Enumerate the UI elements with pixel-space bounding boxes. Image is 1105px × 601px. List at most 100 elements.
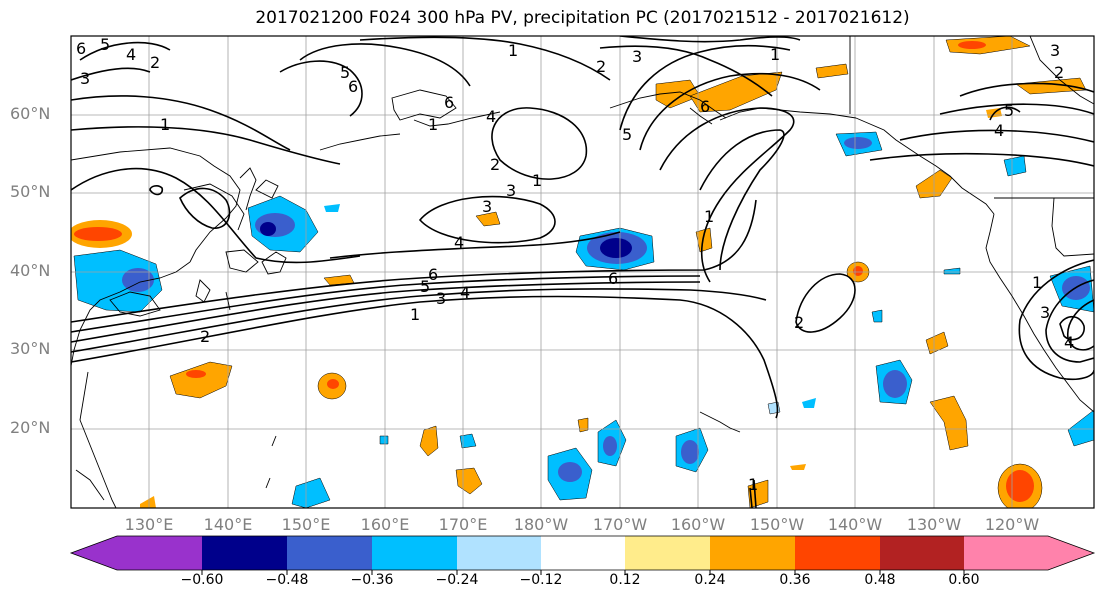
contour-label: 2 <box>596 57 606 76</box>
precip-positive-cell <box>925 331 949 355</box>
precip-positive-cell <box>475 211 501 227</box>
colorbar-tick-label: 0.60 <box>948 572 980 588</box>
precip-negative-cell <box>459 433 477 449</box>
colorbar-tick-label: −0.24 <box>435 572 479 588</box>
contour-label: 6 <box>76 39 86 58</box>
contour-label: 2 <box>1054 63 1064 82</box>
contour-label: 2 <box>490 155 500 174</box>
contour-label: 4 <box>1064 333 1074 352</box>
precip-positive-cell <box>747 479 769 508</box>
contour-label: 1 <box>410 305 420 324</box>
contour-label: 3 <box>632 47 642 66</box>
contour-label: 3 <box>506 181 516 200</box>
lat-label: 40°N <box>10 261 51 280</box>
colorbar-tick-label: 0.24 <box>694 572 726 588</box>
lon-label: 130°W <box>906 515 962 534</box>
map-frame <box>70 35 1095 509</box>
coastlines <box>71 36 1094 508</box>
precip-negative-cell <box>675 427 709 473</box>
contour-label: 6 <box>348 77 358 96</box>
precip-positive-cell <box>419 425 439 457</box>
precip-positive-cell <box>455 467 483 495</box>
contour-label: 5 <box>340 63 350 82</box>
colorbar-segment <box>795 536 880 570</box>
colorbar-outline <box>69 535 1096 571</box>
precip-positive-cell <box>929 395 969 451</box>
contour-labels: 1 2 3 4 5 6 4 3 6 2 3 1 1 2 3 4 5 6 5 6 <box>76 35 1074 494</box>
contour-label: 2 <box>150 53 160 72</box>
precip-negative-cell <box>1067 409 1094 447</box>
precip-positive-cell <box>815 63 849 79</box>
precip-positive-cell <box>71 220 132 248</box>
lon-label: 160°E <box>360 515 410 534</box>
lat-label: 60°N <box>10 104 51 123</box>
contour-label: 2 <box>200 327 210 346</box>
colorbar-segment <box>710 536 795 570</box>
contour-label: 6 <box>700 97 710 116</box>
contour-label: 2 <box>794 313 804 332</box>
precip-positive-cell <box>997 463 1043 508</box>
precip-negative-cell <box>324 204 340 212</box>
precip-negative-cell <box>871 309 883 323</box>
colorbar-tick-label: 0.12 <box>609 572 641 588</box>
colorbar-tick-label: −0.36 <box>350 572 394 588</box>
precip-negative-cell <box>835 131 883 157</box>
colorbar-segment <box>964 536 1048 570</box>
colorbar-tick-label: −0.12 <box>519 572 563 588</box>
precip-positive-cell <box>655 79 701 109</box>
colorbar-extend-high <box>1048 536 1094 570</box>
lon-label: 140°W <box>827 515 883 534</box>
precip-negative-cell <box>379 435 389 445</box>
colorbar-tick-label: 0.48 <box>864 572 896 588</box>
colorbar <box>69 535 1096 575</box>
contour-label: 5 <box>420 277 430 296</box>
precip-negative-cell <box>875 359 913 405</box>
contour-label: 4 <box>994 121 1004 140</box>
colorbar-segment <box>457 536 541 570</box>
contour-label: 1 <box>508 41 518 60</box>
precip-negative-cell <box>802 398 816 408</box>
contour-label: 1 <box>428 115 438 134</box>
chart-title: 2017021200 F024 300 hPa PV, precipitatio… <box>255 8 910 28</box>
pv-contours <box>71 36 1094 508</box>
precip-positive-cell <box>169 361 233 399</box>
precip-positive-cell <box>140 496 156 508</box>
contour-label: 4 <box>486 107 496 126</box>
contour-label: 1 <box>532 171 542 190</box>
lon-label: 180°W <box>513 515 569 534</box>
contour-label: 4 <box>460 283 470 302</box>
lon-label: 150°W <box>749 515 805 534</box>
contour-label: 6 <box>444 93 454 112</box>
contour-label: 3 <box>1040 303 1050 322</box>
lat-label: 20°N <box>10 418 51 437</box>
lon-label: 140°E <box>203 515 253 534</box>
precip-negative-cell <box>767 401 781 415</box>
colorbar-tick-label: −0.48 <box>265 572 309 588</box>
precip-positive-cell <box>317 372 347 400</box>
precip-negative-cell <box>597 419 627 467</box>
precip-negative-cell <box>547 447 593 501</box>
contour-label: 1 <box>748 475 758 494</box>
colorbar-segment <box>202 536 287 570</box>
lat-label: 50°N <box>10 182 51 201</box>
contour-label: 3 <box>482 197 492 216</box>
contour-label: 6 <box>608 269 618 288</box>
precip-positive-cell <box>790 464 806 470</box>
colorbar-segment <box>372 536 457 570</box>
precip-negative-cell <box>1003 155 1027 177</box>
colorbar-tick-label: 0.36 <box>779 572 811 588</box>
lon-label: 120°W <box>984 515 1040 534</box>
contour-label: 4 <box>454 233 464 252</box>
contour-label: 3 <box>1050 41 1060 60</box>
colorbar-segment <box>625 536 710 570</box>
lon-label: 130°E <box>124 515 174 534</box>
contour-label: 5 <box>100 35 110 54</box>
precip-positive-cell <box>945 36 1031 55</box>
precip-negative-cell <box>247 195 319 253</box>
contour-label: 5 <box>622 125 632 144</box>
contour-label: 1 <box>160 115 170 134</box>
colorbar-segment <box>541 536 625 570</box>
precip-negative-cell <box>575 227 655 271</box>
